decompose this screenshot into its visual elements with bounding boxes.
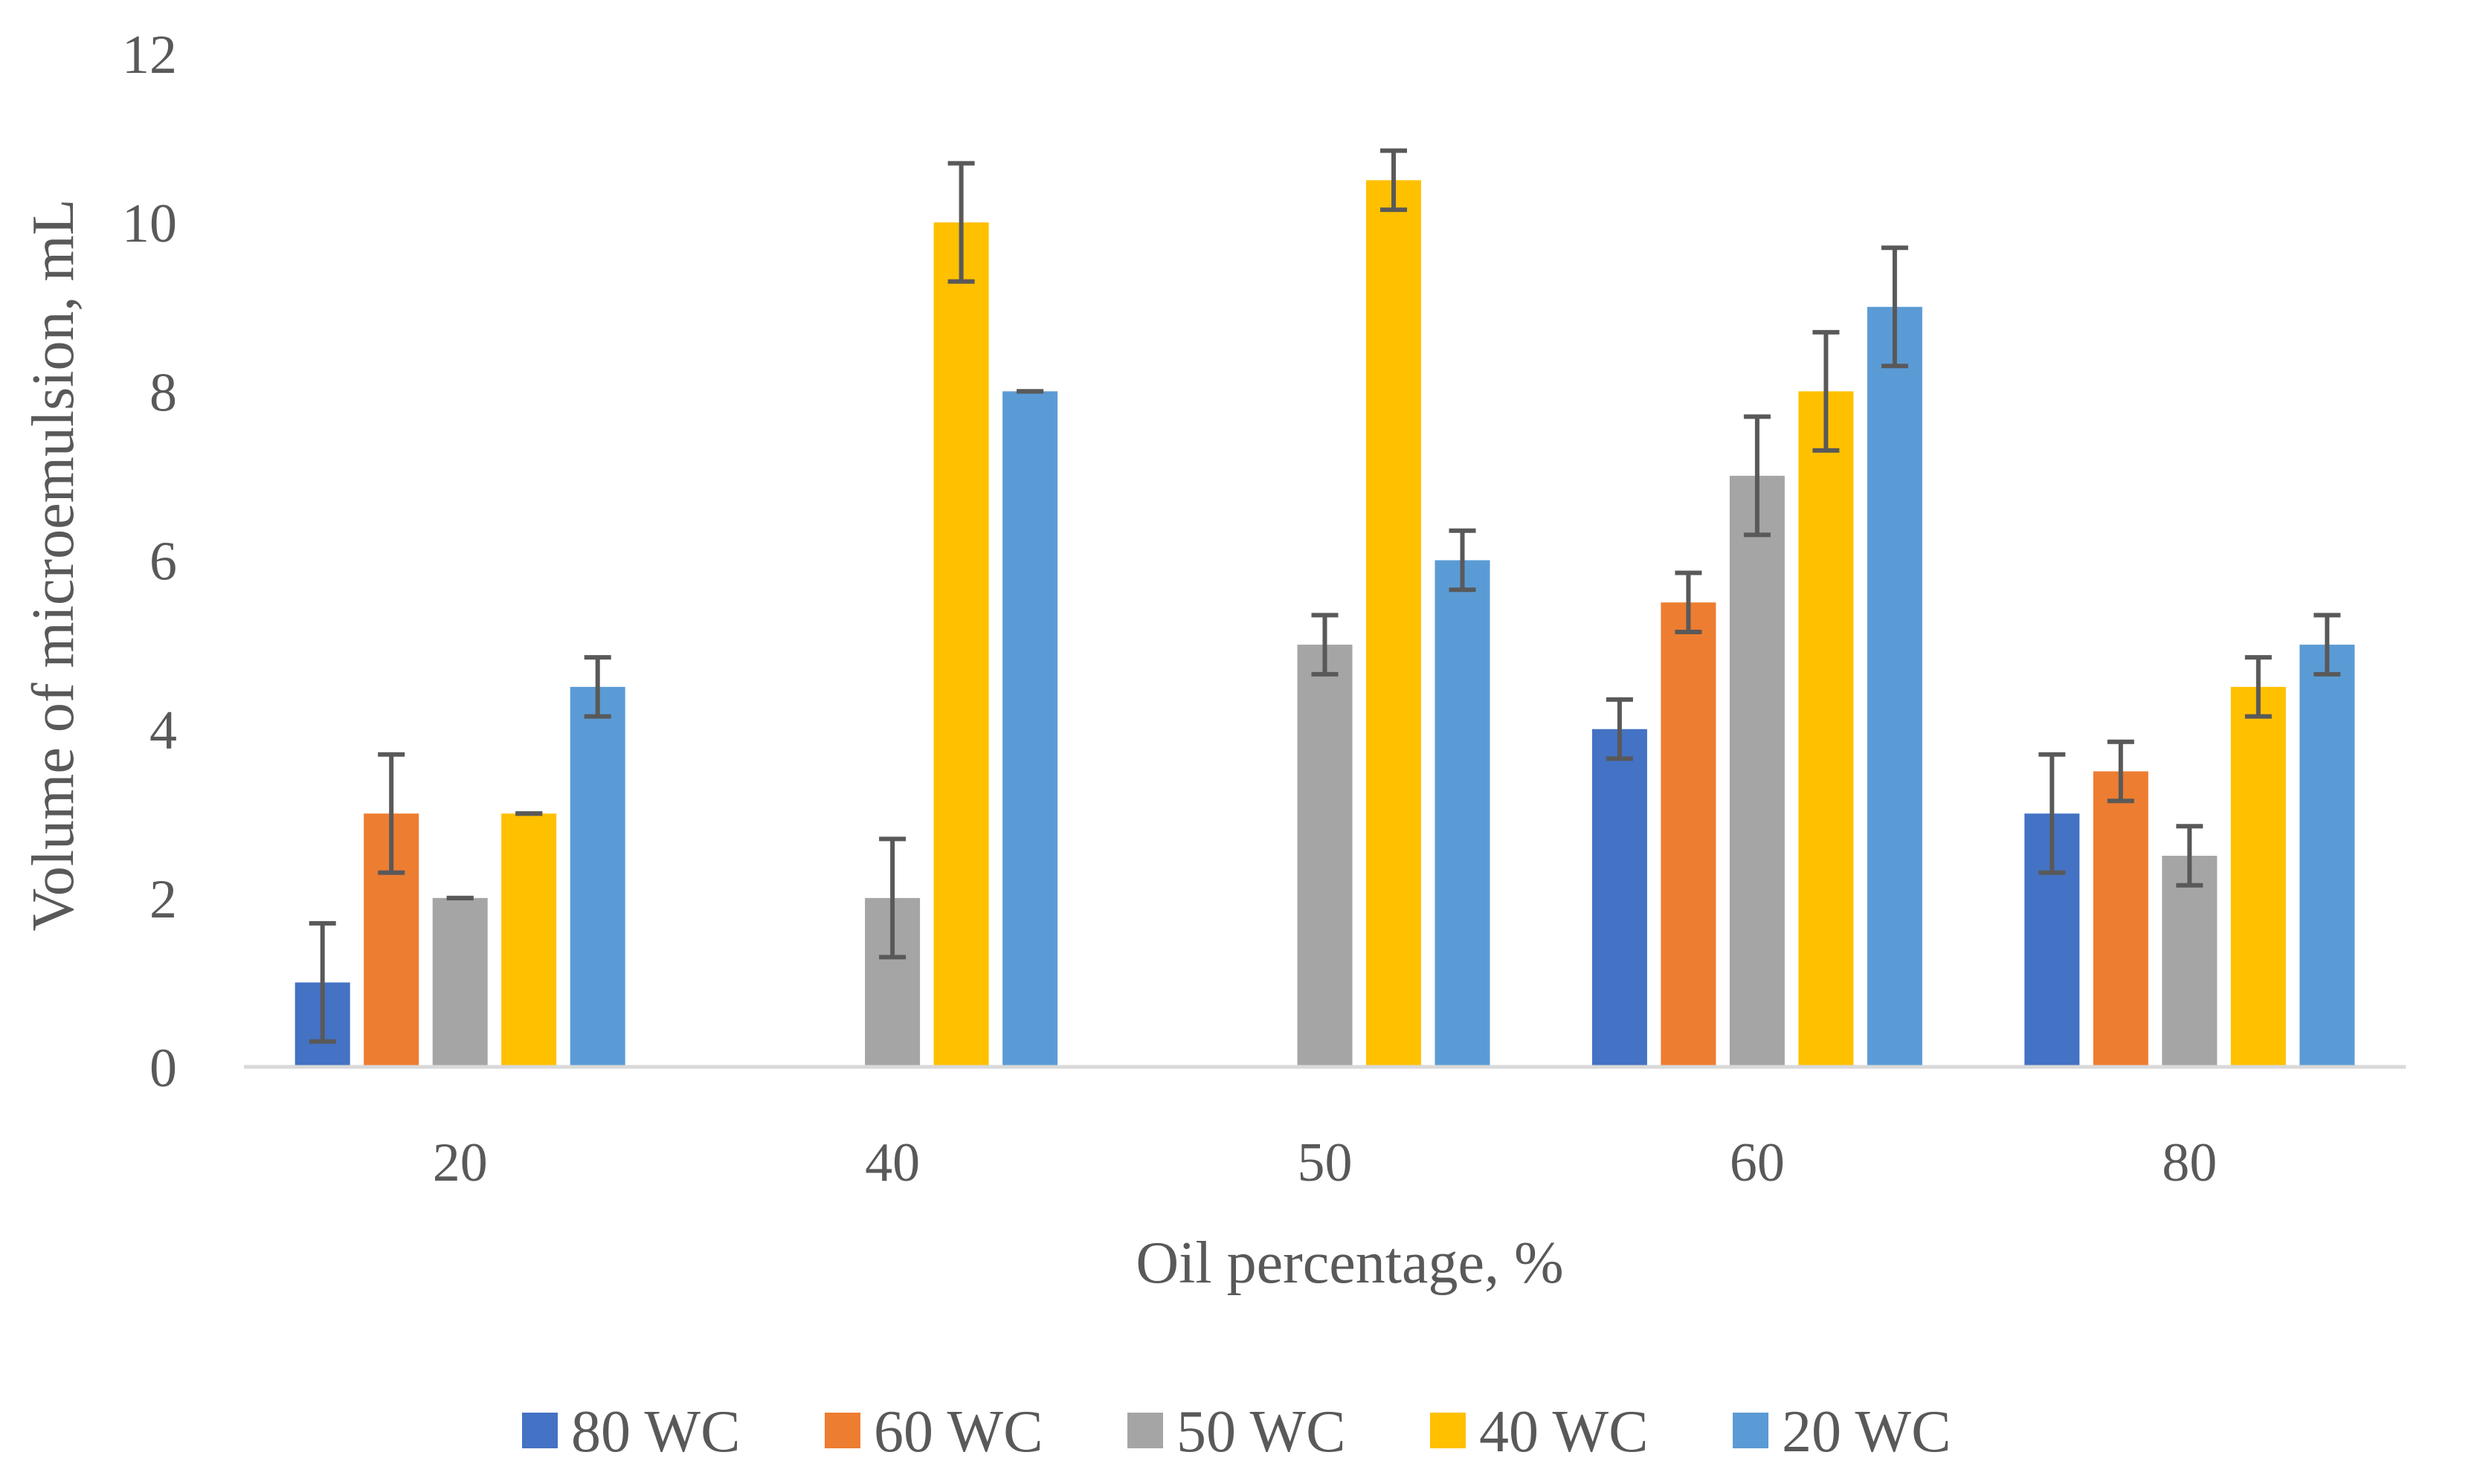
x-tick-label: 20 bbox=[433, 1132, 488, 1193]
legend-swatch bbox=[1127, 1413, 1163, 1448]
error-bar bbox=[1881, 245, 1908, 369]
error-bar bbox=[1606, 697, 1633, 761]
bar bbox=[2299, 645, 2355, 1067]
bar bbox=[1661, 602, 1716, 1067]
error-bar bbox=[1743, 414, 1771, 538]
legend-swatch bbox=[825, 1413, 860, 1448]
y-tick-label: 10 bbox=[122, 193, 177, 254]
error-bar bbox=[1449, 528, 1476, 593]
bar bbox=[1798, 391, 1854, 1067]
legend-label: 80 WC bbox=[571, 1399, 740, 1465]
bar bbox=[1435, 560, 1490, 1067]
x-axis-ticks: 20 40 50 60 80 bbox=[433, 1132, 2218, 1193]
y-axis-ticks: 0 2 4 6 8 10 12 bbox=[122, 25, 177, 1099]
legend-label: 40 WC bbox=[1479, 1399, 1648, 1465]
bar bbox=[1366, 180, 1421, 1067]
legend-item: 40 WC bbox=[1430, 1399, 1648, 1465]
legend-item: 20 WC bbox=[1733, 1399, 1951, 1465]
error-bar bbox=[2176, 824, 2203, 888]
error-bar bbox=[1675, 570, 1702, 635]
error-bar bbox=[1812, 329, 1840, 453]
error-bar bbox=[947, 161, 975, 284]
bar bbox=[933, 222, 989, 1068]
y-tick-label: 0 bbox=[149, 1038, 177, 1099]
legend-item: 60 WC bbox=[825, 1399, 1043, 1465]
legend-item: 50 WC bbox=[1127, 1399, 1345, 1465]
legend-label: 50 WC bbox=[1176, 1399, 1345, 1465]
x-tick-label: 60 bbox=[1730, 1132, 1785, 1193]
error-bar bbox=[2107, 739, 2134, 804]
legend-swatch bbox=[1430, 1413, 1466, 1448]
bar bbox=[1002, 391, 1058, 1067]
bar bbox=[2093, 771, 2148, 1067]
error-bar bbox=[309, 920, 336, 1044]
error-bars-layer bbox=[309, 148, 2341, 1044]
y-tick-label: 6 bbox=[149, 532, 177, 593]
bar bbox=[2230, 686, 2286, 1067]
error-bar bbox=[2038, 752, 2066, 875]
error-bar bbox=[584, 655, 611, 719]
y-tick-label: 8 bbox=[149, 362, 177, 423]
y-axis-title: Volume of microemulsion, mL bbox=[21, 199, 86, 931]
legend-label: 60 WC bbox=[874, 1399, 1043, 1465]
legend-label: 20 WC bbox=[1782, 1399, 1951, 1465]
bar bbox=[1729, 475, 1785, 1067]
legend-swatch bbox=[1733, 1413, 1768, 1448]
error-bar bbox=[2314, 613, 2341, 677]
bar bbox=[501, 813, 557, 1067]
bar bbox=[432, 897, 488, 1067]
y-tick-label: 2 bbox=[149, 869, 177, 930]
x-tick-label: 80 bbox=[2162, 1132, 2217, 1193]
bar bbox=[1591, 729, 1647, 1067]
bars-layer bbox=[294, 180, 2355, 1068]
x-tick-label: 40 bbox=[865, 1132, 920, 1193]
x-axis-title: Oil percentage, % bbox=[1136, 1230, 1563, 1296]
error-bar bbox=[2244, 655, 2272, 719]
bar bbox=[2162, 856, 2218, 1067]
x-tick-label: 50 bbox=[1298, 1132, 1353, 1193]
legend: 80 WC 60 WC 50 WC 40 WC 20 WC bbox=[522, 1399, 1951, 1465]
y-tick-label: 4 bbox=[149, 700, 177, 761]
legend-item: 80 WC bbox=[522, 1399, 740, 1465]
bar bbox=[1297, 645, 1353, 1067]
bar bbox=[570, 686, 625, 1067]
legend-swatch bbox=[522, 1413, 558, 1448]
error-bar bbox=[1380, 148, 1407, 213]
error-bar bbox=[1311, 613, 1339, 677]
bar bbox=[1867, 306, 1922, 1067]
y-tick-label: 12 bbox=[122, 25, 177, 86]
error-bar bbox=[378, 752, 405, 875]
error-bar bbox=[879, 836, 907, 960]
